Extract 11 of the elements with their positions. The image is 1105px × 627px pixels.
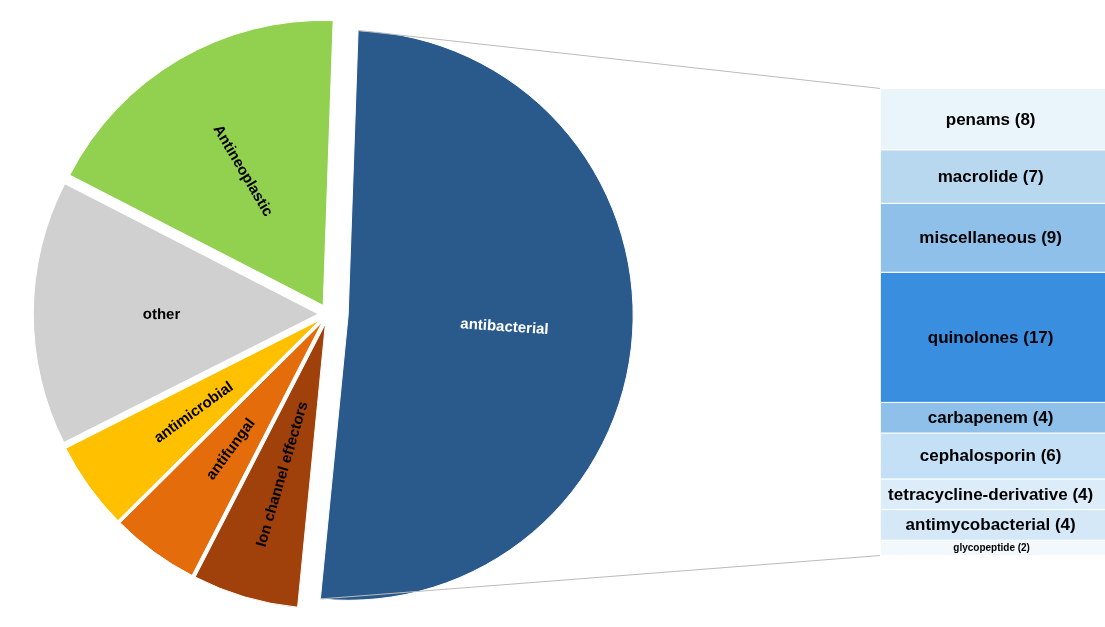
data-label: antimycobacterial (4) — [905, 515, 1076, 535]
data-label: tetracycline-derivative (4) — [888, 484, 1094, 504]
data-label: miscellaneous (9) — [919, 228, 1062, 248]
slice-label: other — [142, 304, 181, 322]
data-label: cephalosporin (6) — [919, 446, 1062, 466]
data-label: quinolones (17) — [927, 327, 1054, 347]
data-label: glycopeptide (2) — [953, 542, 1030, 554]
data-label: macrolide (7) — [937, 167, 1044, 187]
slice-label: antibacterial — [459, 314, 550, 338]
data-label: carbapenem (4) — [927, 408, 1054, 428]
data-label: penams (8) — [945, 109, 1036, 129]
